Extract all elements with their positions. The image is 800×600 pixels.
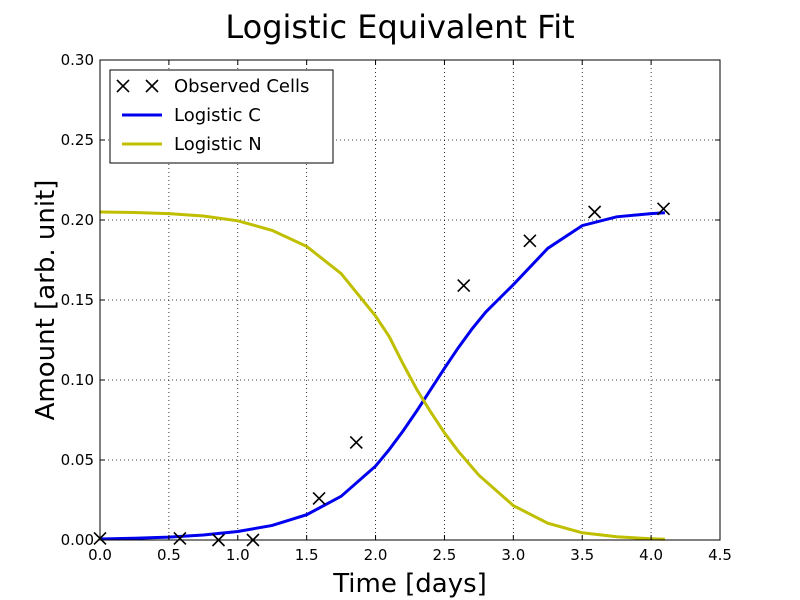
x-tick-label: 2.5	[433, 546, 457, 564]
chart-title: Logistic Equivalent Fit	[225, 8, 574, 46]
y-tick-label: 0.00	[61, 531, 94, 549]
y-tick-label: 0.15	[61, 291, 94, 309]
data-point	[588, 205, 602, 219]
x-tick-label: 4.0	[639, 546, 663, 564]
data-point-stroke-b	[523, 234, 537, 248]
plot-area	[93, 202, 671, 547]
data-point	[173, 531, 187, 545]
y-axis-label: Amount [arb. unit]	[31, 180, 61, 421]
series-line-logistic-c	[99, 211, 665, 541]
legend-cross	[116, 79, 130, 93]
y-tick-label: 0.20	[61, 211, 94, 229]
y-tick-label: 0.30	[61, 51, 94, 69]
data-point	[656, 202, 671, 216]
x-tick-label: 1.5	[295, 546, 319, 564]
x-tick-label: 1.0	[226, 546, 250, 564]
x-tick-label: 0.0	[88, 546, 112, 564]
x-axis-label: Time [days]	[332, 569, 487, 599]
data-point-stroke-b	[173, 531, 187, 545]
series-line-logistic-n	[99, 210, 665, 541]
legend: Observed Cells Logistic C Logistic N	[109, 69, 334, 164]
legend-label-observed-cells: Observed Cells	[174, 76, 309, 97]
y-tick-label: 0.10	[61, 371, 94, 389]
y-tick-label: 0.25	[61, 131, 94, 149]
data-point-stroke-b	[588, 205, 602, 219]
x-tick-label: 0.5	[157, 546, 181, 564]
data-point	[523, 234, 537, 248]
data-point-stroke-b	[656, 202, 671, 216]
data-point	[349, 435, 363, 449]
data-point	[457, 279, 471, 293]
y-tick-label: 0.05	[61, 451, 94, 469]
series-points-observed-cells	[93, 202, 671, 547]
data-point-stroke-b	[349, 435, 363, 449]
x-tick-label: 3.5	[570, 546, 594, 564]
ticks: 0.0 0.5 1.0 1.5 2.0 2.5 3.0 3.5 4.0 4.5 0.00 0.05 0.…	[61, 51, 732, 564]
legend-cross-stroke-b	[145, 79, 159, 93]
legend-label-logistic-n: Logistic N	[174, 134, 262, 155]
legend-marker-observed-cells	[116, 79, 159, 93]
x-tick-label: 3.0	[501, 546, 525, 564]
data-point-stroke-b	[312, 491, 326, 505]
legend-cross	[145, 79, 159, 93]
data-point-stroke-b	[457, 279, 471, 293]
data-point	[312, 491, 326, 505]
legend-cross-stroke-b	[116, 79, 130, 93]
legend-label-logistic-c: Logistic C	[174, 105, 261, 126]
x-tick-label: 4.5	[708, 546, 732, 564]
plot-frame	[99, 59, 721, 541]
x-tick-label: 2.0	[364, 546, 388, 564]
